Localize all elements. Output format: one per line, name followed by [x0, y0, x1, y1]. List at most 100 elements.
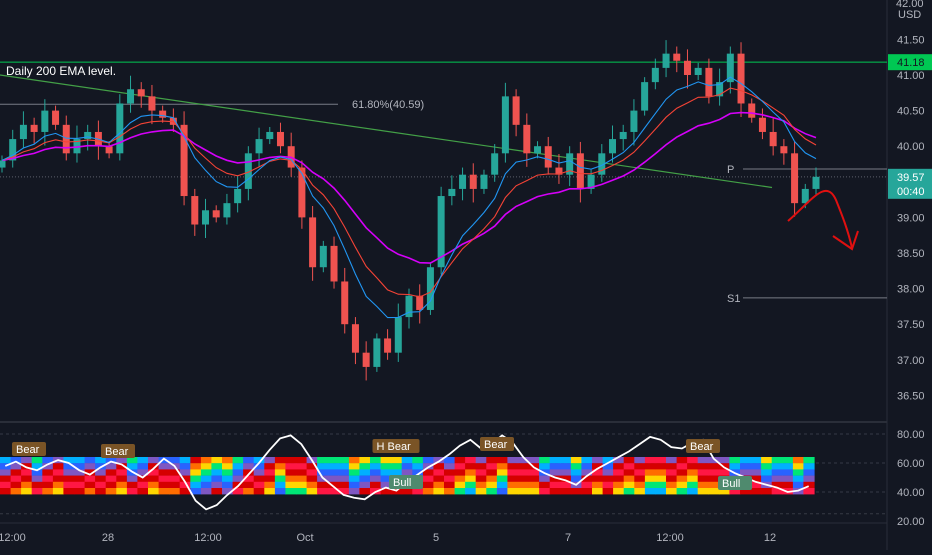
heatmap-cell [42, 488, 54, 495]
heatmap-cell [687, 488, 699, 495]
heatmap-cell [676, 475, 688, 482]
heatmap-cell [285, 488, 297, 495]
heatmap-cell [623, 463, 635, 470]
candle-body [523, 124, 531, 154]
heatmap-cell [666, 488, 678, 495]
candle-body [651, 67, 659, 83]
heatmap-cell [327, 475, 339, 482]
heatmap-cell [634, 488, 646, 495]
heatmap-cell [84, 469, 96, 476]
bear-marker [101, 444, 135, 458]
heatmap-cell [539, 475, 551, 482]
heatmap-cell [729, 457, 741, 464]
heatmap-cell [200, 463, 213, 470]
heatmap-cell [63, 457, 75, 464]
heatmap-cell [169, 457, 181, 464]
heatmap-cell [338, 488, 350, 495]
candle-body [534, 146, 542, 154]
heatmap-cell [31, 457, 43, 464]
heatmap-cell [507, 463, 519, 470]
heatmap-cell [52, 469, 65, 476]
candle-body [512, 96, 520, 125]
heatmap-cell [253, 457, 265, 464]
heatmap-cell [148, 481, 160, 489]
heatmap-cell [359, 463, 371, 470]
heatmap-cell [592, 469, 604, 476]
candle-body [180, 124, 188, 197]
heatmap-cell [296, 488, 308, 495]
bear-marker [686, 439, 720, 453]
heatmap-cell [31, 481, 43, 489]
time-tick-label: 12:00 [0, 532, 26, 544]
heatmap-cell [52, 475, 65, 482]
heatmap-cell [518, 457, 530, 464]
heatmap-cell [634, 475, 646, 482]
candle-body [426, 267, 434, 310]
heatmap-cell [549, 457, 561, 464]
heatmap-cell [105, 488, 117, 495]
heatmap-cell [581, 488, 593, 495]
heatmap-cell [454, 481, 466, 489]
heatmap-cell [771, 481, 783, 489]
projection-arrow[interactable] [787, 189, 853, 249]
candle-body [41, 110, 49, 132]
heatmap-cell [253, 475, 265, 482]
heatmap-cell [116, 463, 128, 470]
heatmap-cell [317, 463, 329, 470]
heatmap-cell [0, 481, 12, 489]
heatmap-cell [401, 457, 413, 464]
heatmap-cell [370, 481, 382, 489]
heatmap-cell [560, 457, 572, 464]
heatmap-cell [602, 475, 614, 482]
heatmap-cell [549, 475, 561, 482]
heatmap-cell [507, 481, 519, 489]
candle-body [769, 131, 777, 147]
heatmap-cell [211, 469, 223, 476]
heatmap-cell [560, 481, 572, 489]
heatmap-cell [42, 481, 54, 489]
price-tick-label: 40.50 [897, 106, 925, 118]
heatmap-cell [243, 463, 255, 470]
heatmap-cell [718, 469, 731, 476]
heatmap-cell [655, 463, 667, 470]
candle-body [234, 188, 242, 204]
heatmap-cell [740, 488, 752, 495]
heatmap-cell [296, 463, 308, 470]
heatmap-cell [666, 469, 678, 476]
heatmap-cell [644, 469, 657, 476]
price-tick-label: 39.00 [897, 212, 925, 224]
heatmap-cell [200, 488, 213, 495]
heatmap-cell [729, 488, 741, 495]
candle-body [491, 153, 499, 175]
heatmap-cell [422, 469, 435, 476]
heatmap-cell [803, 488, 815, 495]
heatmap-cell [444, 481, 456, 489]
heatmap-cell [169, 481, 181, 489]
heatmap-cell [380, 463, 392, 470]
heatmap-cell [581, 475, 593, 482]
heatmap-cell [539, 457, 551, 464]
heatmap-cell [42, 463, 54, 470]
heatmap-cell [496, 475, 509, 482]
time-axis[interactable]: 12:00 28 12:00 Oct 5 7 12:00 12 [0, 522, 887, 544]
heatmap-cell [592, 481, 604, 489]
heatmap-cell [95, 488, 107, 495]
bear-marker [480, 437, 514, 451]
heatmap-cell [401, 488, 413, 495]
heatmap-cell [0, 488, 12, 495]
heatmap-cell [211, 475, 223, 482]
heatmap-cell [285, 469, 297, 476]
heatmap-cell [496, 463, 509, 470]
heatmap-cell [475, 488, 487, 495]
heatmap-cell [200, 469, 213, 476]
heatmap-cell [708, 469, 720, 476]
bull-marker [718, 476, 752, 490]
heatmap-cell [348, 463, 361, 470]
heatmap-cell [792, 469, 805, 476]
candle-body [598, 153, 606, 175]
candle-body [662, 53, 670, 68]
heatmap-cell [697, 457, 709, 464]
heatmap-cell [634, 457, 646, 464]
heatmap-cell [222, 475, 234, 482]
